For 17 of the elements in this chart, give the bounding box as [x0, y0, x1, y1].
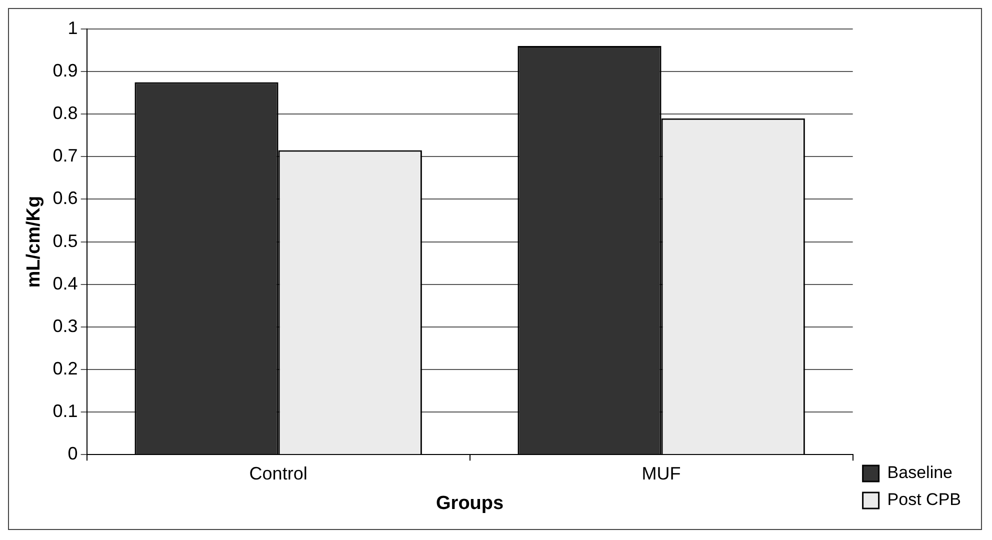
x-axis-title: Groups	[436, 492, 504, 514]
y-tick-label: 0.8	[52, 103, 78, 124]
legend-label: Baseline	[887, 463, 953, 482]
y-tick-label: 0.4	[52, 273, 78, 294]
x-tick-label: MUF	[642, 463, 681, 484]
y-tick-label: 0.7	[52, 146, 78, 166]
y-tick-label: 0.9	[52, 60, 78, 81]
x-tick-label: Control	[249, 463, 308, 484]
y-tick-label: 0.6	[52, 188, 78, 208]
y-axis-title: mL/cm/Kg	[24, 196, 45, 288]
y-tick-label: 1	[68, 18, 78, 38]
y-tick-label: 0.2	[52, 358, 78, 378]
y-tick-label: 0	[68, 444, 78, 464]
legend-label: Post CPB	[887, 490, 962, 510]
y-tick-label: 0.5	[52, 230, 78, 251]
y-tick-label: 0.3	[52, 316, 78, 336]
y-tick-label: 0.1	[52, 401, 78, 422]
